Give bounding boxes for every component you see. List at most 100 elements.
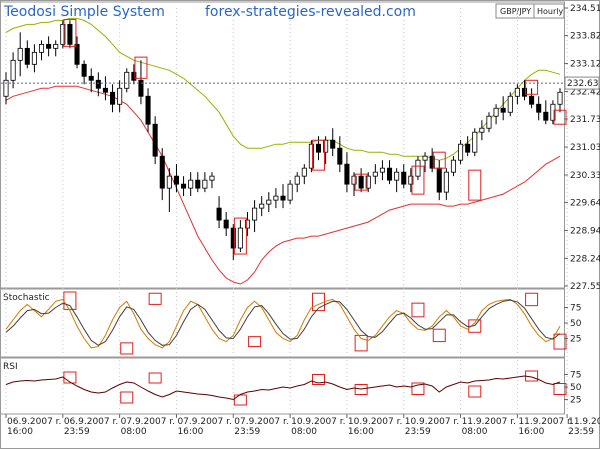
candle-body [3, 79, 9, 97]
candle-body [209, 175, 215, 181]
stochastic-tick-label: 75 [570, 304, 581, 314]
candle-body [294, 175, 300, 185]
candle-body [500, 107, 506, 113]
price-signal-box [312, 139, 326, 171]
candle-body [344, 163, 350, 185]
candle-body [202, 179, 208, 189]
candle-body [53, 43, 59, 49]
candle-body [458, 143, 464, 161]
stochastic-signal-box [354, 334, 368, 352]
price-signal-box [432, 151, 446, 169]
x-tick-date: 11.9.2007 r. [518, 417, 572, 427]
candle-body [486, 115, 492, 129]
price-signal-box [525, 79, 539, 95]
price-tick-label: 227.55 [570, 282, 600, 292]
candle-body [337, 147, 343, 165]
stochastic-tick-label: 25 [570, 335, 581, 345]
symbol-tab-label: GBP/JPY [500, 7, 531, 16]
candle-body [408, 175, 414, 185]
timeframe-tab[interactable]: Hourly [533, 3, 565, 19]
signal-boxes [63, 19, 567, 406]
x-tick-time: 16:00 [7, 427, 33, 437]
candle-body [273, 195, 279, 201]
price-tick-label: 233.82 [570, 32, 600, 42]
x-tick-date: 07.9.2007 r. [234, 417, 288, 427]
candle-body [159, 155, 165, 189]
candle-body [315, 143, 322, 153]
stochastic-signal-box [553, 333, 567, 350]
candle-body [252, 207, 258, 221]
rsi-panel-label: RSI [3, 362, 18, 372]
current-price: 232.63 [1, 76, 600, 90]
candle-body [287, 183, 293, 201]
rsi-tick-label: 75 [570, 371, 581, 381]
price-tick-label: 228.94 [570, 226, 600, 236]
stochastic-tick-label: 50 [570, 319, 582, 329]
x-tick-time: 08:00 [462, 427, 488, 437]
candle-body [117, 87, 123, 105]
rsi-signal-box [553, 383, 567, 395]
rsi-signal-box [148, 372, 162, 384]
x-tick-time: 16:00 [177, 427, 203, 437]
candle-body [557, 91, 563, 105]
candle-body [110, 91, 116, 105]
candle-body [244, 219, 251, 229]
candle-body [17, 47, 23, 61]
rsi-tick-label: 50 [570, 383, 582, 393]
x-tick-date: 07.9.2007 r. [121, 417, 175, 427]
candle-body [88, 75, 94, 81]
x-tick-date: 10.9.2007 r. [405, 417, 459, 427]
candle-body [443, 171, 449, 193]
price-signal-box [354, 173, 368, 191]
candle-body [46, 43, 52, 49]
candle-body [351, 175, 357, 185]
candle-body [436, 167, 442, 193]
candle-body [521, 87, 528, 97]
price-tick-label: 232.42 [570, 87, 600, 97]
candle-body [415, 159, 421, 177]
current-price-label: 232.63 [567, 79, 599, 89]
candle-body [166, 175, 172, 189]
candle-body [223, 219, 229, 229]
price-signal-box [553, 109, 567, 125]
candle-body [379, 167, 385, 173]
stochastic-signal-box [432, 328, 446, 343]
candle-body [472, 131, 478, 153]
stochastic-signal-box [148, 292, 162, 305]
candle-body [24, 47, 30, 65]
y-axis-ticks: 234.51 233.82 233.12 232.42 231.73 231.03 230.… [564, 4, 600, 406]
rsi-signal-box [468, 385, 482, 398]
candle-body [394, 171, 400, 181]
price-tick-label: 231.73 [570, 115, 600, 125]
candle-body [181, 183, 187, 189]
timeframe-tab-label: Hourly [537, 7, 563, 16]
x-tick-time: 23:59 [405, 427, 431, 437]
candle-body [237, 227, 243, 249]
candle-body [102, 87, 108, 93]
rsi-signal-box [120, 391, 134, 404]
candle-body [230, 227, 236, 249]
candle-body [330, 139, 336, 149]
candle-body [507, 95, 513, 113]
candle-body [401, 171, 407, 185]
x-tick-time: 23:59 [234, 427, 260, 437]
candle-body [173, 175, 179, 185]
stochastic-panel-label: Stochastic [3, 293, 50, 303]
candle-body [372, 171, 378, 177]
candle-body [358, 175, 364, 189]
x-tick-time: 23:59 [568, 427, 594, 437]
x-tick-date: 11.9.2007 r. [568, 417, 600, 427]
candle-body [529, 95, 535, 105]
x-tick-date: 10.9.2007 r. [291, 417, 345, 427]
rsi-panel-frame [0, 357, 565, 415]
price-signal-box [233, 217, 247, 255]
symbol-tab[interactable]: GBP/JPY [495, 3, 535, 19]
candle-body [387, 167, 393, 181]
candle-body [266, 199, 272, 205]
candle-body [10, 59, 16, 81]
rsi-line [5, 375, 561, 401]
candle-body [280, 195, 286, 201]
price-signal-box [468, 169, 482, 201]
candle-body [259, 203, 265, 209]
